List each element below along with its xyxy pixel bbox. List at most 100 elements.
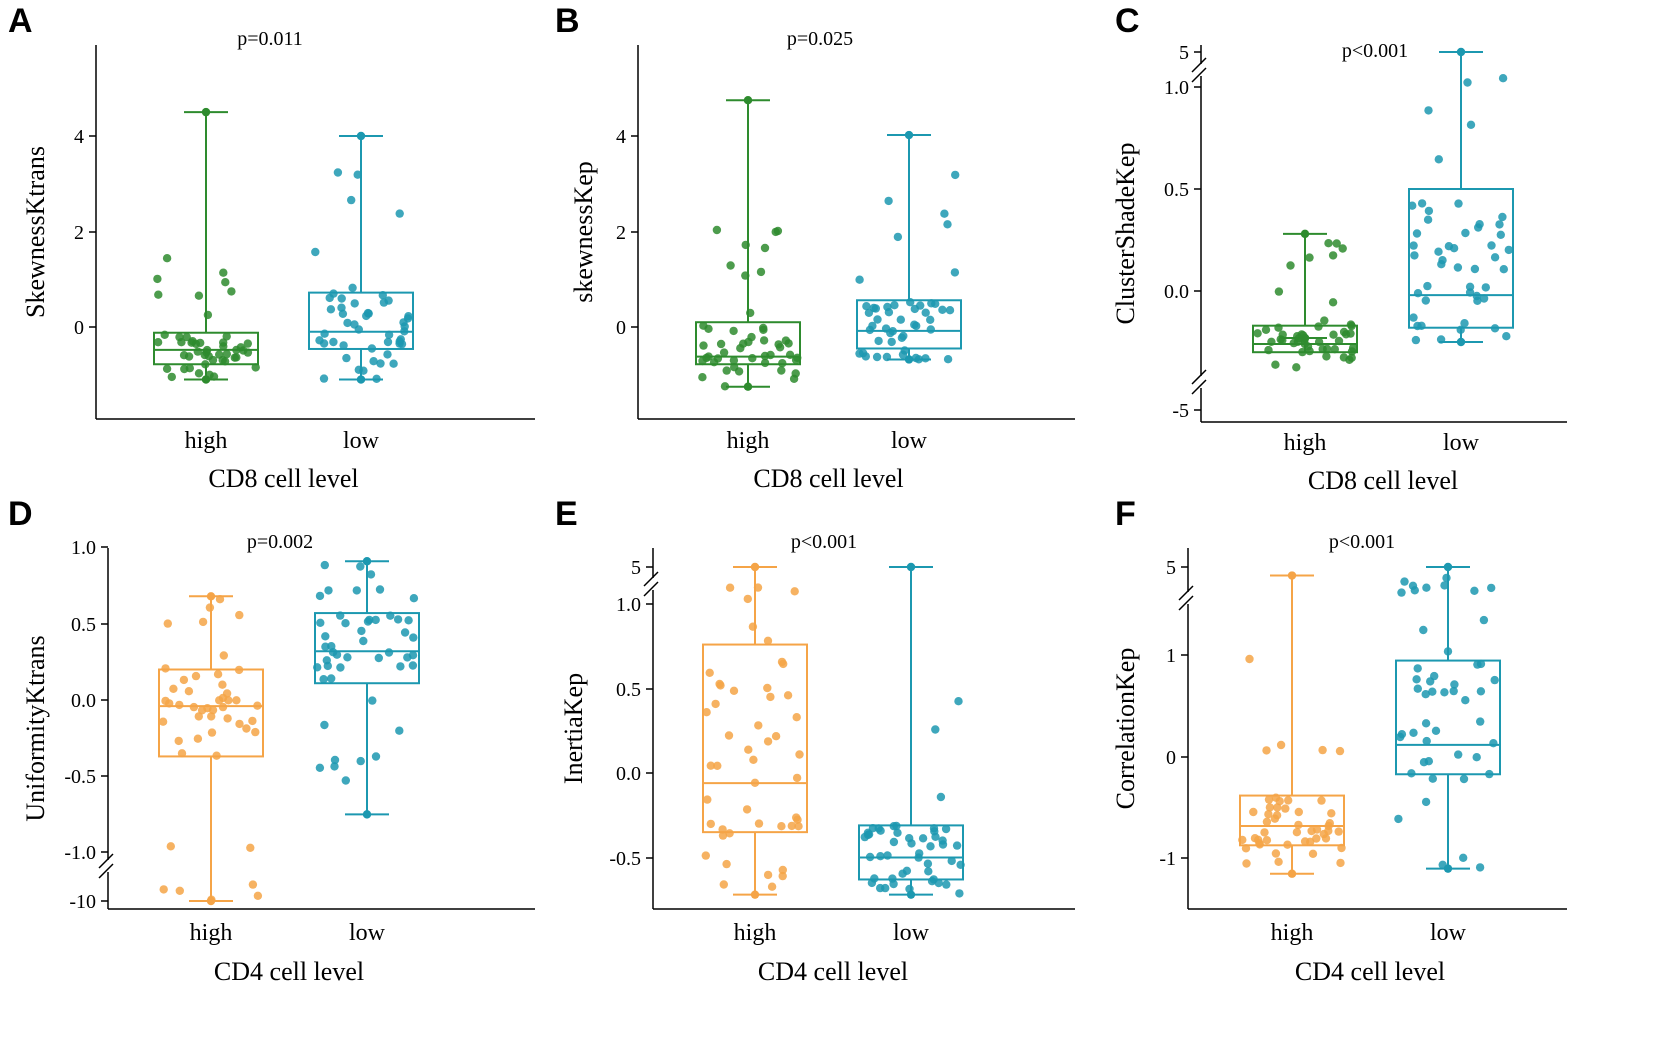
- iqr-box: [1252, 324, 1358, 354]
- data-point: [915, 849, 924, 858]
- data-point: [235, 719, 244, 729]
- data-point: [881, 883, 890, 893]
- data-point: [375, 585, 385, 594]
- data-point: [1292, 363, 1301, 372]
- data-point: [1322, 344, 1332, 354]
- data-point: [397, 339, 407, 349]
- y-tick-label: 0.0: [616, 763, 641, 785]
- data-point: [1410, 251, 1419, 260]
- data-point: [759, 336, 769, 345]
- data-point: [950, 268, 960, 277]
- y-tick-label: -1: [1159, 848, 1176, 870]
- data-point: [792, 713, 801, 722]
- data-point: [1459, 853, 1468, 862]
- data-point: [161, 696, 170, 706]
- data-point: [316, 618, 325, 627]
- data-point: [1431, 726, 1441, 735]
- data-point: [371, 615, 380, 625]
- data-point: [702, 708, 711, 717]
- data-point: [395, 726, 404, 735]
- x-tick-label-low: low: [1443, 430, 1480, 456]
- data-point: [1271, 849, 1281, 858]
- data-point: [251, 727, 260, 737]
- data-point: [1419, 625, 1428, 635]
- y-tick-label: -10: [69, 891, 96, 913]
- data-point: [1476, 659, 1486, 669]
- data-point: [383, 337, 393, 347]
- axis-break-mark: [1178, 585, 1194, 601]
- data-point: [329, 337, 338, 347]
- data-point: [404, 616, 413, 625]
- data-point: [719, 348, 729, 357]
- data-point: [1300, 837, 1310, 846]
- data-point: [359, 636, 368, 646]
- iqr-box: [856, 299, 962, 350]
- data-point: [1409, 728, 1418, 737]
- data-point: [248, 716, 257, 726]
- data-point: [795, 750, 804, 759]
- data-point: [1496, 230, 1506, 239]
- data-point: [1346, 320, 1356, 329]
- data-point: [712, 225, 722, 235]
- panel-a: A 0 2 4 high low CD8 cell level SkewnessKtrans p…: [8, 2, 535, 493]
- y-tick-label: -5: [1172, 400, 1189, 422]
- data-point: [1465, 282, 1475, 291]
- p-value-label: p=0.011: [237, 28, 303, 50]
- data-point: [931, 725, 940, 734]
- data-point: [208, 355, 218, 365]
- y-axis-title: UniformityKtrans: [21, 635, 50, 821]
- data-point: [384, 296, 393, 305]
- data-point: [910, 320, 919, 329]
- data-point: [389, 359, 398, 368]
- data-point: [338, 309, 348, 318]
- iqr-box: [158, 668, 264, 758]
- y-tick-label: -1.0: [64, 842, 96, 864]
- data-point: [726, 261, 735, 270]
- data-point: [1489, 739, 1498, 748]
- data-point: [1481, 283, 1491, 292]
- data-point: [315, 591, 325, 601]
- data-point: [783, 691, 793, 700]
- data-point: [322, 656, 331, 665]
- data-point: [353, 170, 362, 179]
- data-point: [158, 717, 168, 726]
- data-point: [698, 356, 707, 366]
- data-point: [921, 308, 930, 317]
- axis-break-gap: [105, 860, 111, 872]
- data-point: [1338, 244, 1347, 253]
- y-tick-label: 5: [631, 557, 641, 579]
- data-point: [242, 724, 251, 733]
- data-point: [947, 856, 956, 866]
- data-point: [898, 869, 907, 878]
- data-point: [219, 338, 228, 347]
- data-point: [1428, 687, 1437, 696]
- y-tick-label: 0.0: [71, 690, 96, 712]
- data-point: [184, 352, 194, 361]
- data-point: [754, 819, 764, 828]
- data-point: [887, 337, 896, 347]
- data-point: [222, 689, 232, 698]
- data-point: [1413, 684, 1423, 693]
- y-tick-label: 1: [1166, 645, 1176, 667]
- p-value-label: p=0.025: [787, 28, 853, 50]
- iqr-box: [1395, 659, 1501, 776]
- data-point: [1336, 858, 1345, 868]
- data-point: [938, 305, 947, 314]
- data-point: [926, 315, 935, 324]
- data-point: [384, 648, 394, 657]
- data-point: [766, 692, 775, 702]
- data-point: [785, 350, 795, 359]
- data-point: [1472, 753, 1481, 762]
- data-point: [1454, 199, 1463, 208]
- data-point: [1318, 745, 1327, 755]
- data-point: [1411, 335, 1421, 345]
- data-point: [218, 355, 227, 365]
- y-tick-label: 1.0: [1164, 77, 1189, 99]
- data-point: [1312, 834, 1321, 843]
- p-value-label: p=0.002: [247, 531, 313, 553]
- data-point: [207, 728, 217, 737]
- data-point: [706, 819, 715, 829]
- data-point: [1397, 588, 1406, 597]
- data-point: [699, 321, 708, 330]
- data-point: [869, 303, 878, 313]
